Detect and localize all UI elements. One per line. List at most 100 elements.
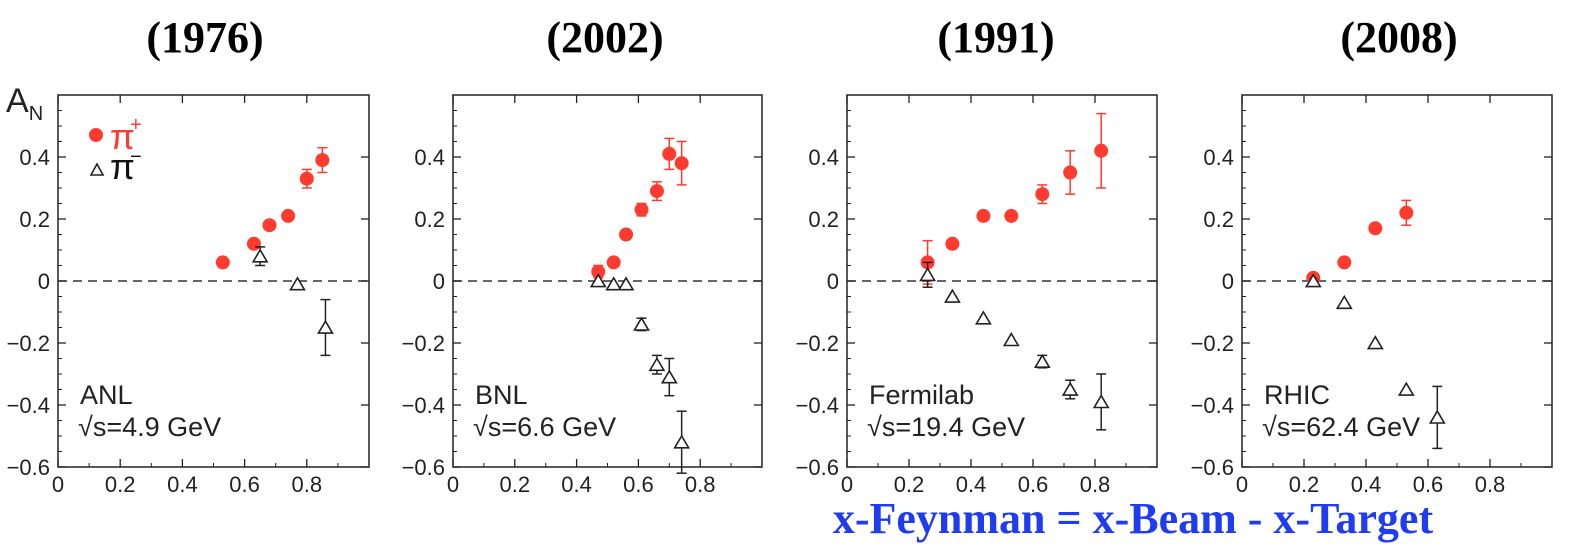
y-tick-label: −0.4 [7, 393, 50, 418]
y-tick-label: 0 [38, 269, 50, 294]
y-tick-label: −0.6 [7, 455, 50, 480]
data-point-pi-minus [648, 356, 666, 372]
data-point-pi-plus [619, 227, 634, 242]
y-tick-label: −0.6 [1191, 455, 1234, 480]
data-point-pi-plus [246, 236, 261, 251]
x-tick-label: 0.6 [623, 472, 654, 497]
data-point-pi-plus [262, 218, 277, 233]
y-axis-label: AN [6, 82, 43, 125]
legend-label-pi-plus: π [110, 116, 135, 157]
y-tick-label: 0.2 [808, 207, 839, 232]
legend-sup-plus: + [130, 114, 142, 136]
y-tick-label: −0.2 [402, 331, 445, 356]
x-tick-label: 0 [841, 472, 853, 497]
data-point-pi-minus [317, 319, 334, 334]
x-tick-label: 0.8 [685, 472, 716, 497]
data-point-pi-minus [1033, 353, 1051, 369]
experiment-label: Fermilab [869, 380, 974, 410]
y-tick-label: 0.2 [19, 207, 50, 232]
data-point-pi-plus [1399, 205, 1414, 220]
x-tick-label: 0.4 [1351, 472, 1382, 497]
x-tick-label: 0.8 [292, 472, 323, 497]
x-tick-label: 0 [1236, 472, 1248, 497]
energy-label: √s=62.4 GeV [1262, 412, 1420, 442]
data-point-pi-plus [1004, 208, 1019, 223]
data-point-pi-minus [1304, 273, 1322, 288]
data-point-pi-plus [976, 208, 991, 223]
data-point-pi-plus [674, 156, 689, 171]
data-point-pi-minus [1002, 332, 1020, 347]
data-point-pi-minus [589, 273, 607, 288]
panel-title: (2002) [546, 13, 663, 62]
data-point-pi-plus [649, 184, 664, 199]
data-point-pi-minus [1092, 394, 1110, 409]
data-point-pi-minus [617, 276, 635, 291]
data-point-pi-plus [1035, 187, 1050, 202]
y-tick-label: −0.6 [796, 455, 839, 480]
data-point-pi-minus [289, 276, 306, 291]
x-tick-label: 0.6 [1018, 472, 1049, 497]
legend-sup-minus: − [130, 146, 142, 168]
data-point-pi-plus [1063, 165, 1078, 180]
y-tick-label: −0.4 [1191, 393, 1234, 418]
y-tick-label: 0 [433, 269, 445, 294]
x-tick-label: 0.2 [500, 472, 531, 497]
experiment-label: RHIC [1264, 380, 1330, 410]
data-point-pi-minus [660, 369, 678, 384]
data-point-pi-plus [1094, 143, 1109, 158]
data-point-pi-minus [605, 276, 623, 291]
data-point-pi-minus [975, 310, 992, 325]
x-tick-label: 0 [447, 472, 459, 497]
x-tick-label: 0.2 [105, 472, 136, 497]
data-point-pi-plus [215, 255, 230, 270]
x-tick-label: 0.4 [956, 472, 987, 497]
x-tick-label: 0 [52, 472, 64, 497]
y-tick-label: 0.2 [414, 207, 445, 232]
x-tick-label: 0.4 [167, 472, 198, 497]
data-point-pi-plus [1337, 255, 1352, 270]
x-tick-label: 0.6 [229, 472, 260, 497]
data-point-pi-minus [1397, 381, 1415, 396]
y-tick-label: −0.6 [402, 455, 445, 480]
panel-title: (1991) [937, 13, 1054, 62]
data-point-pi-plus [606, 255, 621, 270]
data-point-pi-minus [1335, 294, 1353, 310]
y-tick-label: 0.2 [1203, 207, 1234, 232]
data-point-pi-plus [1368, 221, 1383, 236]
data-point-pi-minus [1061, 381, 1079, 396]
energy-label: √s=19.4 GeV [867, 412, 1025, 442]
y-tick-label: 0 [1222, 269, 1234, 294]
data-point-pi-minus [944, 288, 961, 303]
y-tick-label: −0.4 [796, 393, 839, 418]
y-tick-label: 0.4 [808, 145, 839, 170]
energy-label: √s=4.9 GeV [78, 412, 221, 442]
x-tick-label: 0.2 [1289, 472, 1320, 497]
y-tick-label: 0 [827, 269, 839, 294]
data-point-pi-plus [281, 208, 296, 223]
legend-marker-pi-minus [89, 162, 105, 176]
panel-4: (2008) −0.6 −0.4 −0.2 0 0.2 0.4 0 0.2 0.4 0.6 0.8 RH… [1191, 13, 1553, 497]
y-tick-label: −0.2 [1191, 331, 1234, 356]
y-tick-label: −0.2 [7, 331, 50, 356]
x-tick-label: 0.2 [894, 472, 925, 497]
data-point-pi-plus [634, 202, 649, 217]
data-point-pi-plus [299, 171, 314, 186]
y-tick-label: 0.4 [1203, 145, 1234, 170]
data-point-pi-minus [251, 248, 269, 263]
x-tick-label: 0.8 [1475, 472, 1506, 497]
x-tick-label: 0.4 [561, 472, 592, 497]
y-tick-label: −0.4 [402, 393, 445, 418]
data-point-pi-plus [591, 264, 606, 279]
y-tick-label: 0.4 [414, 145, 445, 170]
data-point-pi-minus [1428, 409, 1446, 424]
experiment-label: BNL [475, 380, 528, 410]
panel-2: (2002) −0.6 −0.4 −0.2 0 0.2 0.4 0 0.2 0.4 0.6 0.8 BN… [402, 13, 763, 497]
y-tick-label: 0.4 [19, 145, 50, 170]
panel-title: (1976) [146, 13, 263, 62]
y-tick-label: −0.2 [796, 331, 839, 356]
data-point-pi-plus [315, 153, 330, 168]
x-tick-label: 0.6 [1413, 472, 1444, 497]
data-point-pi-plus [662, 146, 677, 161]
